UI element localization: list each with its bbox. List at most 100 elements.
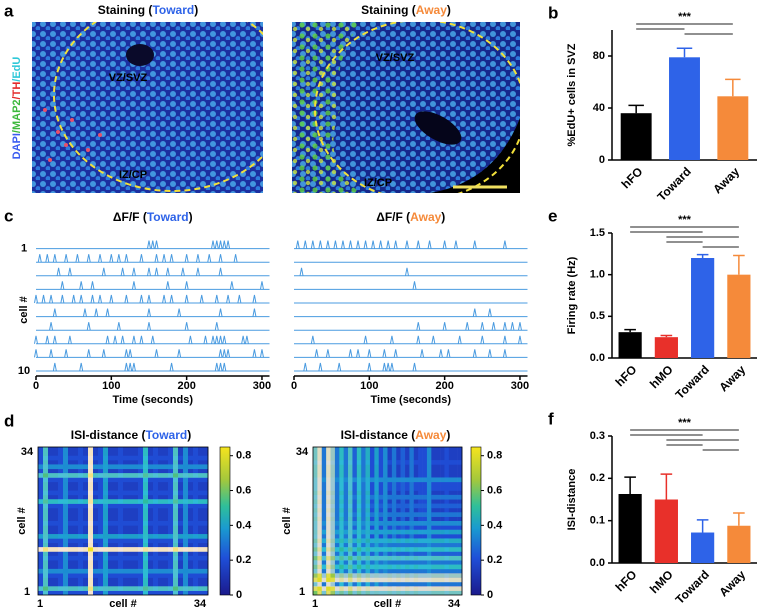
spike [86, 349, 91, 358]
spike [116, 322, 121, 331]
spike [49, 294, 54, 304]
heat-row [38, 581, 208, 587]
spike [52, 362, 57, 372]
spike [412, 362, 417, 372]
heat-row [313, 481, 462, 487]
y-tick-label: 0.0 [590, 557, 605, 569]
y-axis-label: %EdU+ cells in SVZ [566, 43, 578, 146]
spike [502, 349, 507, 358]
colorbar-tick-label: 0.4 [487, 519, 503, 531]
spike [79, 294, 84, 304]
heat-row [313, 477, 462, 483]
spike [218, 240, 223, 249]
colorbar-tick-label: 0.4 [236, 519, 252, 531]
region-label: VZ/SVZ [376, 52, 415, 64]
y-tick-label: 0 [599, 154, 605, 166]
region-label: IZ/CP [119, 169, 147, 181]
spike [222, 362, 227, 372]
spike [146, 322, 151, 331]
spike [218, 335, 223, 344]
title-part: Staining ( [361, 3, 416, 17]
spike [337, 362, 342, 372]
error-bar [624, 328, 636, 333]
spike [52, 308, 57, 317]
error-bar [660, 473, 673, 500]
heat-row [38, 503, 208, 509]
bar [727, 525, 751, 563]
heat-row [38, 451, 208, 457]
spike [90, 281, 95, 290]
spike [105, 308, 110, 317]
stain-part: DAPI [11, 133, 23, 159]
spike [241, 335, 246, 344]
spike [442, 322, 447, 331]
colorbar-tick-label: 0.2 [236, 554, 251, 566]
spike [131, 362, 136, 372]
heat-row [313, 590, 462, 596]
spike [480, 335, 485, 344]
x-axis-label: Time (seconds) [371, 394, 452, 406]
heat-row [38, 564, 208, 570]
spike [416, 335, 421, 344]
x-axis-label: Time (seconds) [113, 394, 194, 406]
spike [310, 335, 315, 344]
spike [340, 240, 345, 249]
spike [457, 335, 462, 344]
spike [244, 335, 249, 344]
x-axis-label: cell # [109, 598, 137, 610]
spike [128, 349, 133, 358]
spike [214, 240, 219, 249]
title-part: ΔF/F ( [113, 210, 147, 224]
x-tick-label: 200 [435, 380, 453, 392]
heat-row [313, 560, 462, 565]
bar [691, 258, 715, 358]
y-tick-label: 0.1 [590, 515, 605, 527]
spike [367, 349, 372, 358]
stain-part: /EdU [11, 57, 23, 82]
heat-row [38, 468, 208, 474]
spike [41, 294, 46, 304]
y-tick-label: 80 [593, 50, 605, 62]
spike [420, 349, 425, 358]
spike [226, 294, 231, 304]
region-label: IZ/CP [364, 177, 392, 189]
spike [502, 322, 507, 331]
spike [480, 322, 485, 331]
spike [113, 335, 118, 344]
colorbar-tick-label: 0.8 [487, 450, 502, 462]
x-tick-label: 1 [312, 598, 318, 610]
x-tick-label: 1 [37, 598, 43, 610]
bar [618, 332, 642, 358]
spike [34, 349, 38, 358]
heat-row [38, 481, 208, 487]
spike [389, 362, 394, 372]
title-part: Toward [152, 3, 194, 17]
bar [717, 96, 749, 160]
panel-letter: e [548, 206, 557, 225]
bar [654, 499, 678, 563]
heat-row [313, 460, 462, 465]
spike [295, 240, 300, 249]
stain-part: /TH [11, 82, 23, 100]
category-label: Away [716, 362, 748, 394]
spike [169, 294, 174, 304]
spike [146, 294, 151, 304]
title-part: ΔF/F ( [376, 210, 410, 224]
heat-row [38, 542, 208, 548]
title-part: ISI-distance ( [341, 428, 416, 442]
spike [154, 254, 159, 263]
error-bar [628, 104, 644, 114]
bar [691, 532, 715, 563]
spike [299, 267, 304, 276]
spike [363, 240, 368, 249]
y-tick-label: 1.5 [590, 227, 605, 239]
spike [356, 240, 361, 249]
spike [195, 267, 200, 276]
spike [222, 349, 227, 358]
heat-row [313, 534, 462, 539]
heat-row [38, 555, 208, 561]
spike [37, 254, 42, 263]
spike [52, 335, 57, 344]
y-label: cell # [18, 296, 30, 324]
spike [64, 349, 69, 358]
